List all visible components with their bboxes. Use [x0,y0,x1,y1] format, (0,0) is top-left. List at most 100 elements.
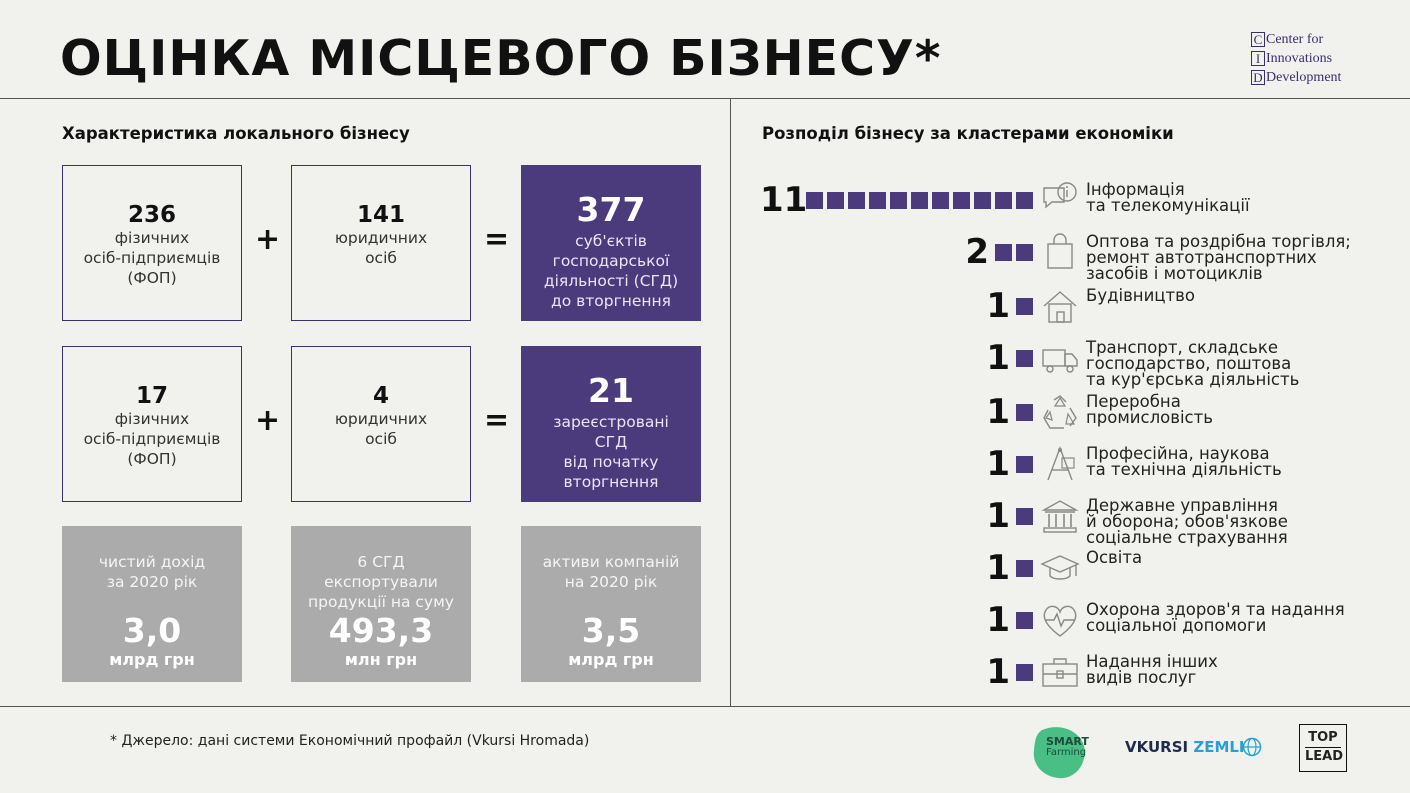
cluster-count: 1 [986,286,1010,326]
cluster-label-line: господарство, поштова [1086,354,1292,373]
cluster-row: 1 Професійна, наукова та технічна діяльніс… [740,442,1400,490]
cluster-label-line: Інформація [1086,180,1185,199]
cluster-label-line: Державне управління [1086,496,1278,515]
house-icon [1040,286,1080,326]
drafting-icon [1040,444,1080,484]
cluster-label: Інформація та телекомунікації [1086,180,1250,214]
page-title: ОЦІНКА МІСЦЕВОГО БІЗНЕСУ* [60,30,942,87]
globe-icon [1242,737,1262,757]
plus-sign: + [255,403,281,438]
cluster-count: 1 [986,548,1010,588]
cluster-bar-unit [1016,456,1033,473]
cluster-row: 1 Освіта [740,546,1400,594]
cluster-bar-unit [974,192,991,209]
cluster-bars [1016,612,1033,629]
cluster-bar-unit [995,192,1012,209]
cluster-bar-unit [1016,404,1033,421]
cid-logo: C Center for I Innovations D Development [1251,30,1341,87]
legal-box-since: 4 юридичних осіб [291,346,471,502]
legal-box-before: 141 юридичних осіб [291,165,471,321]
cluster-bar-unit [1016,298,1033,315]
cluster-label-line: засобів і мотоциклів [1086,264,1263,283]
cluster-bar-unit [911,192,928,209]
shopping-bag-icon [1040,232,1080,272]
cluster-bar-unit [1016,350,1033,367]
cluster-bar-unit [1016,664,1033,681]
cluster-count: 1 [986,652,1010,692]
vkursi-zemli-logo: VKURSI ZEMLI [1125,738,1245,756]
cluster-count: 11 [760,180,808,220]
cluster-bar-unit [1016,244,1033,261]
cluster-label: Оптова та роздрібна торгівля; ремонт авто… [1086,232,1351,283]
cluster-count: 1 [986,496,1010,536]
heart-pulse-icon [1040,600,1080,640]
cluster-label: Освіта [1086,548,1143,567]
stat-assets: активи компаній на 2020 рік 3,5 млрд грн [521,526,701,682]
footer-divider [0,706,1410,707]
equals-sign: = [484,403,510,438]
left-section-title: Характеристика локального бізнесу [62,124,410,143]
cluster-label-line: Освіта [1086,548,1143,567]
cluster-bar-unit [953,192,970,209]
header-divider [0,98,1410,99]
plus-sign: + [255,222,281,257]
cluster-bar-unit [869,192,886,209]
cluster-bar-unit [1016,508,1033,525]
cluster-row: 1 Будівництво [740,284,1400,332]
truck-icon [1040,338,1080,378]
graduation-cap-icon [1040,548,1080,588]
stat-net-income: чистий дохід за 2020 рік 3,0 млрд грн [62,526,242,682]
cluster-bar-unit [1016,612,1033,629]
cluster-row: 11 Інформація та телекомунікації [740,178,1400,226]
cluster-label: Охорона здоров'я та надання соціальної до… [1086,601,1345,635]
cluster-label: Надання інших видів послуг [1086,652,1218,686]
cluster-bars [995,244,1033,261]
fop-box-before: 236 фізичних осіб-підприємців (ФОП) [62,165,242,321]
cluster-label-line: ремонт автотранспортних [1086,248,1317,267]
cluster-row: 1 Транспорт, складське господарство, пошто… [740,336,1400,388]
cluster-label-line: Будівництво [1086,286,1195,305]
cluster-label: Професійна, наукова та технічна діяльніст… [1086,444,1282,479]
chat-info-icon [1040,180,1080,220]
cluster-row: 1 Переробна промисловість [740,390,1400,438]
cluster-row: 2 Оптова та роздрібна торгівля; ремонт авт… [740,230,1400,282]
cluster-bars [1016,298,1033,315]
cluster-count: 1 [986,600,1010,640]
cluster-bar-unit [890,192,907,209]
cluster-bars [1016,508,1033,525]
cluster-bar-unit [827,192,844,209]
cluster-bars [806,192,1033,209]
right-section-title: Розподіл бізнесу за кластерами економіки [762,124,1174,143]
cluster-count: 1 [986,444,1010,484]
cluster-bar-unit [1016,560,1033,577]
cluster-row: 1 Державне управління й оборона; обов'язко… [740,494,1400,546]
government-building-icon [1040,496,1080,536]
toolbox-icon [1040,652,1080,692]
cluster-label-line: Професійна, наукова [1086,444,1270,463]
cluster-bar-unit [848,192,865,209]
cluster-row: 1 Охорона здоров'я та надання соціальної д… [740,598,1400,646]
cluster-count: 1 [986,392,1010,432]
cluster-bars [1016,456,1033,473]
column-divider [730,99,731,706]
cluster-label-line: Оптова та роздрібна торгівля; [1086,232,1351,251]
cluster-bar-unit [932,192,949,209]
fop-box-since: 17 фізичних осіб-підприємців (ФОП) [62,346,242,502]
cluster-row: 1 Надання інших видів послуг [740,650,1400,698]
cluster-label-line: соціальної допомоги [1086,616,1267,635]
cluster-bars [1016,404,1033,421]
cluster-label-line: та технічна діяльність [1086,460,1282,479]
cluster-bar-unit [995,244,1012,261]
cluster-bars [1016,560,1033,577]
cluster-label-line: Переробна [1086,392,1181,411]
footnote: * Джерело: дані системи Економічний проф… [110,733,590,749]
cluster-bar-unit [1016,192,1033,209]
smart-farming-logo: SMART Farming [1022,722,1102,784]
cluster-bar-unit [806,192,823,209]
top-lead-logo: TOP LEAD [1299,724,1347,772]
cluster-label-line: й оборона; обов'язкове [1086,512,1288,531]
cluster-label-line: Транспорт, складське [1086,338,1278,357]
cluster-label-line: Надання інших [1086,652,1218,671]
cluster-bars [1016,350,1033,367]
cluster-label-line: соціальне страхування [1086,528,1288,547]
